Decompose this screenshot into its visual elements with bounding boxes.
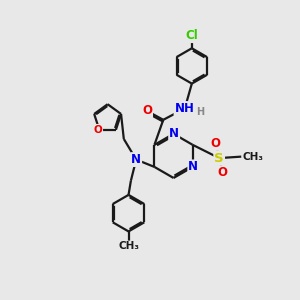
Text: CH₃: CH₃ — [243, 152, 264, 162]
Text: NH: NH — [175, 102, 194, 115]
Text: O: O — [142, 104, 152, 118]
Text: H: H — [196, 107, 205, 117]
Text: Cl: Cl — [185, 29, 198, 42]
Text: N: N — [131, 153, 141, 166]
Text: O: O — [218, 166, 228, 179]
Text: O: O — [94, 125, 102, 135]
Text: CH₃: CH₃ — [118, 241, 139, 251]
Text: O: O — [211, 137, 220, 150]
Text: N: N — [169, 127, 179, 140]
Text: N: N — [188, 160, 198, 173]
Text: S: S — [214, 152, 224, 165]
